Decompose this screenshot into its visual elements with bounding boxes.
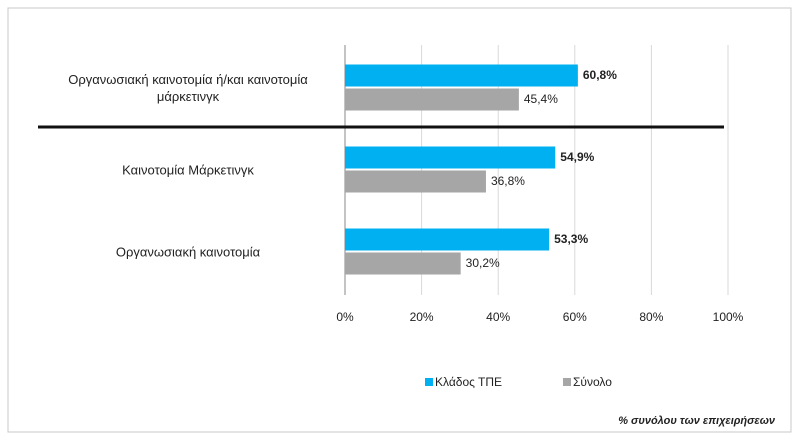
bar	[345, 228, 550, 251]
legend-label: Κλάδος ΤΠΕ	[435, 375, 502, 389]
data-label: 36,8%	[491, 174, 525, 188]
x-tick-label: 0%	[336, 310, 354, 324]
chart-border	[7, 7, 792, 433]
bar	[345, 170, 486, 193]
x-tick-label: 20%	[410, 310, 434, 324]
data-label: 54,9%	[560, 150, 594, 164]
data-label: 30,2%	[466, 256, 500, 270]
data-label: 60,8%	[583, 68, 617, 82]
x-tick-label: 40%	[486, 310, 510, 324]
legend-swatch	[425, 378, 433, 386]
bar	[345, 252, 461, 275]
bar	[345, 88, 519, 111]
bar	[345, 64, 578, 87]
y-tick-label: Οργανωσιακή καινοτομία ή/και καινοτομία …	[68, 72, 308, 104]
x-tick-label: 100%	[713, 310, 744, 324]
data-label: 45,4%	[524, 92, 558, 106]
footnote: % συνόλου των επιχειρήσεων	[618, 415, 776, 427]
bar	[345, 146, 556, 169]
legend-swatch	[563, 378, 571, 386]
x-tick-label: 80%	[639, 310, 663, 324]
data-label: 53,3%	[554, 232, 588, 246]
y-tick-label: Οργανωσιακή καινοτομία	[115, 244, 261, 260]
x-tick-label: 60%	[563, 310, 587, 324]
y-tick-label: Καινοτομία Μάρκετινγκ	[122, 162, 254, 178]
legend-label: Σύνολο	[573, 375, 612, 389]
